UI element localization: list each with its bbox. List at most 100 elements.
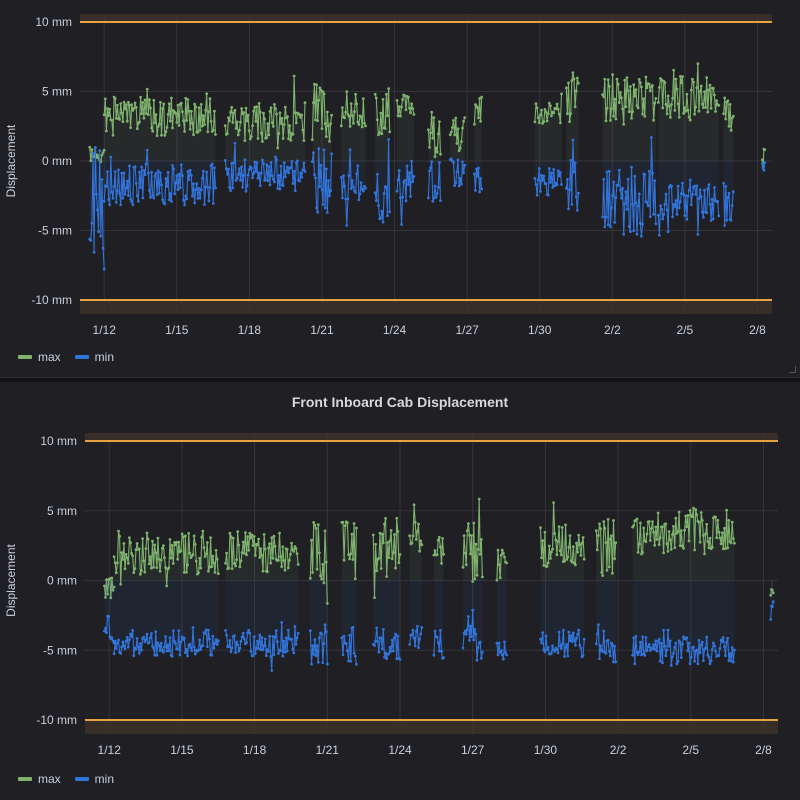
series-min-point bbox=[721, 636, 725, 639]
series-min-point bbox=[393, 636, 396, 640]
legend-item-max[interactable]: max bbox=[18, 350, 61, 364]
series-max-line[interactable] bbox=[309, 522, 328, 604]
series-max-line[interactable] bbox=[433, 537, 445, 564]
series-max-line[interactable] bbox=[723, 97, 734, 131]
series-max-point bbox=[412, 503, 416, 507]
panel-title[interactable]: Front Inboard Cab Displacement bbox=[291, 394, 509, 410]
series-min-line[interactable] bbox=[473, 167, 483, 193]
x-tick-label: 1/12 bbox=[98, 743, 122, 757]
series-max-point bbox=[316, 119, 320, 123]
series-max-line[interactable] bbox=[374, 88, 391, 137]
legend-item-max[interactable]: max bbox=[18, 772, 61, 786]
series-min-point bbox=[135, 637, 139, 640]
legend-item-min[interactable]: min bbox=[74, 772, 114, 786]
series-max-point bbox=[700, 519, 704, 522]
series-min-point bbox=[107, 198, 110, 202]
panel-resize-handle[interactable] bbox=[789, 366, 796, 373]
series-min-line[interactable] bbox=[374, 139, 391, 223]
series-max-point bbox=[112, 555, 116, 559]
series-max-point bbox=[198, 556, 202, 560]
series-min-point bbox=[110, 190, 114, 194]
series-max-line[interactable] bbox=[341, 520, 357, 579]
series-max-point bbox=[622, 122, 626, 126]
series-max-point bbox=[552, 111, 556, 115]
legend-item-min[interactable]: min bbox=[74, 350, 114, 364]
series-min-line[interactable] bbox=[496, 641, 508, 660]
series-min-point bbox=[566, 178, 569, 181]
top-chart-svg[interactable]: 10 mm5 mm0 mm-5 mm-10 mm1/12 1/15 1/18 1/21… bbox=[0, 0, 800, 378]
series-max-line[interactable] bbox=[496, 548, 507, 581]
legend-swatch-min bbox=[74, 355, 89, 359]
series-min-point bbox=[733, 648, 736, 652]
series-min-line[interactable] bbox=[103, 150, 217, 206]
series-max-point bbox=[204, 108, 208, 112]
series-min-point bbox=[274, 155, 277, 159]
series-max-point bbox=[707, 546, 711, 550]
series-min-line[interactable] bbox=[309, 624, 328, 665]
series-max-point bbox=[658, 86, 661, 89]
series-min-point bbox=[689, 655, 693, 659]
series-max-point bbox=[705, 76, 709, 79]
legend-swatch-min bbox=[74, 777, 89, 781]
series-min-point bbox=[296, 631, 300, 635]
series-min-point bbox=[612, 180, 616, 184]
series-min-point bbox=[432, 196, 436, 200]
series-max-point bbox=[569, 112, 573, 115]
x-tick-label: 1/27 bbox=[461, 743, 485, 757]
series-max-point bbox=[159, 100, 162, 104]
series-max-point bbox=[602, 95, 606, 99]
series-max-point bbox=[321, 562, 325, 566]
series-min-point bbox=[245, 184, 249, 188]
series-max-point bbox=[566, 112, 569, 116]
series-min-point bbox=[191, 194, 194, 198]
x-tick-label: 1/30 bbox=[534, 743, 558, 757]
series-min-point bbox=[611, 643, 614, 647]
series-max-point bbox=[228, 119, 231, 123]
series-min-point bbox=[645, 201, 649, 205]
series-min-point bbox=[565, 643, 569, 646]
series-min-point bbox=[577, 191, 580, 195]
series-min-point bbox=[395, 189, 399, 193]
bottom-chart-svg[interactable]: 10 mm5 mm0 mm-5 mm-10 mm1/12 1/15 1/18 1/21… bbox=[0, 382, 800, 800]
series-min-point bbox=[503, 640, 506, 644]
series-max-point bbox=[152, 565, 156, 569]
series-min-point bbox=[654, 222, 658, 226]
series-max-point bbox=[644, 75, 648, 79]
series-min-point bbox=[92, 250, 96, 254]
series-max-point bbox=[637, 542, 641, 546]
series-max-point bbox=[212, 561, 216, 565]
series-min-point bbox=[728, 652, 732, 656]
x-tick-label: 1/21 bbox=[310, 323, 334, 337]
series-max-line[interactable] bbox=[657, 63, 720, 121]
legend-label-max: max bbox=[38, 350, 61, 364]
series-max-point bbox=[146, 537, 150, 541]
series-min-line[interactable] bbox=[103, 615, 115, 644]
series-max-point bbox=[724, 547, 727, 551]
series-max-line[interactable] bbox=[427, 112, 442, 157]
series-min-line[interactable] bbox=[723, 183, 734, 226]
series-max-point bbox=[707, 88, 711, 92]
series-min-line[interactable] bbox=[565, 139, 579, 211]
series-min-point bbox=[179, 640, 183, 644]
series-min-point bbox=[161, 198, 165, 202]
series-max-line[interactable] bbox=[113, 530, 219, 587]
series-min-point bbox=[237, 649, 241, 653]
series-min-point bbox=[475, 658, 479, 662]
series-min-line[interactable] bbox=[433, 630, 444, 660]
series-min-point bbox=[344, 642, 348, 645]
series-max-point bbox=[540, 556, 543, 560]
series-max-point bbox=[102, 113, 106, 117]
series-max-point bbox=[675, 87, 679, 91]
series-min-point bbox=[105, 185, 108, 188]
series-min-point bbox=[188, 168, 192, 172]
series-max-point bbox=[651, 84, 654, 87]
series-min-point bbox=[353, 654, 357, 658]
series-max-point bbox=[667, 104, 671, 108]
series-max-point bbox=[638, 81, 642, 84]
series-max-point bbox=[683, 106, 687, 110]
series-min-line[interactable] bbox=[396, 161, 415, 225]
series-min-line[interactable] bbox=[89, 147, 105, 270]
series-max-line[interactable] bbox=[396, 94, 415, 117]
series-max-line[interactable] bbox=[565, 72, 579, 122]
series-min-point bbox=[671, 215, 674, 219]
